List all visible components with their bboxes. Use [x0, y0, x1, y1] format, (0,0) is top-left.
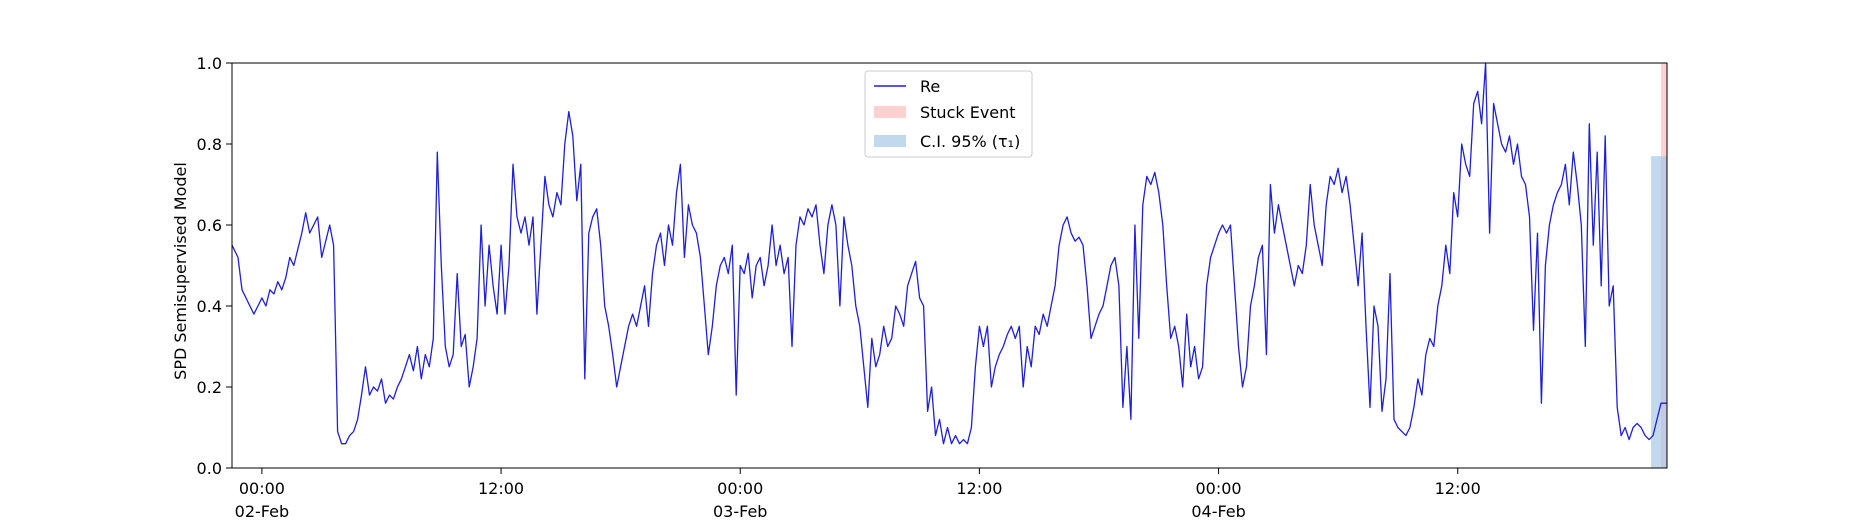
y-tick-label: 0.0 — [197, 459, 222, 478]
ci-band — [1651, 156, 1667, 468]
series-line-re — [231, 62, 1667, 445]
y-tick-label: 0.6 — [197, 216, 222, 235]
y-ticks: 0.0 0.2 0.4 0.6 0.8 1.0 — [197, 54, 232, 478]
y-axis-label: SPD Semisupervised Model — [171, 162, 190, 380]
legend-label-ci: C.I. 95% (τ₁) — [920, 132, 1020, 151]
x-tick-label: 12:00 — [478, 479, 524, 498]
legend-swatch-stuck-event — [874, 106, 906, 118]
series-re — [231, 62, 1667, 445]
x-tick-label: 00:00 — [239, 479, 285, 498]
plot-frame — [231, 62, 1668, 469]
y-tick-label: 1.0 — [197, 54, 222, 73]
legend-label-stuck-event: Stuck Event — [920, 103, 1016, 122]
x-tick-label: 12:00 — [956, 479, 1002, 498]
legend-swatch-ci — [874, 135, 906, 147]
x-tick-label: 02-Feb — [235, 502, 289, 521]
legend: Re Stuck Event C.I. 95% (τ₁) — [864, 70, 1033, 158]
y-tick-label: 0.4 — [197, 297, 222, 316]
legend-label-re: Re — [920, 77, 940, 96]
ci-rect — [1651, 156, 1667, 468]
y-tick-label: 0.8 — [197, 135, 222, 154]
x-tick-label: 00:00 — [1196, 479, 1242, 498]
y-tick-label: 0.2 — [197, 378, 222, 397]
x-tick-label: 12:00 — [1435, 479, 1481, 498]
legend-frame — [864, 70, 1033, 158]
x-tick-label: 04-Feb — [1191, 502, 1245, 521]
x-tick-label: 00:00 — [717, 479, 763, 498]
x-tick-label: 03-Feb — [713, 502, 767, 521]
axes — [231, 62, 1668, 469]
x-ticks: 00:0002-Feb190012:0000:0003-Feb12:0000:0… — [235, 468, 1481, 521]
